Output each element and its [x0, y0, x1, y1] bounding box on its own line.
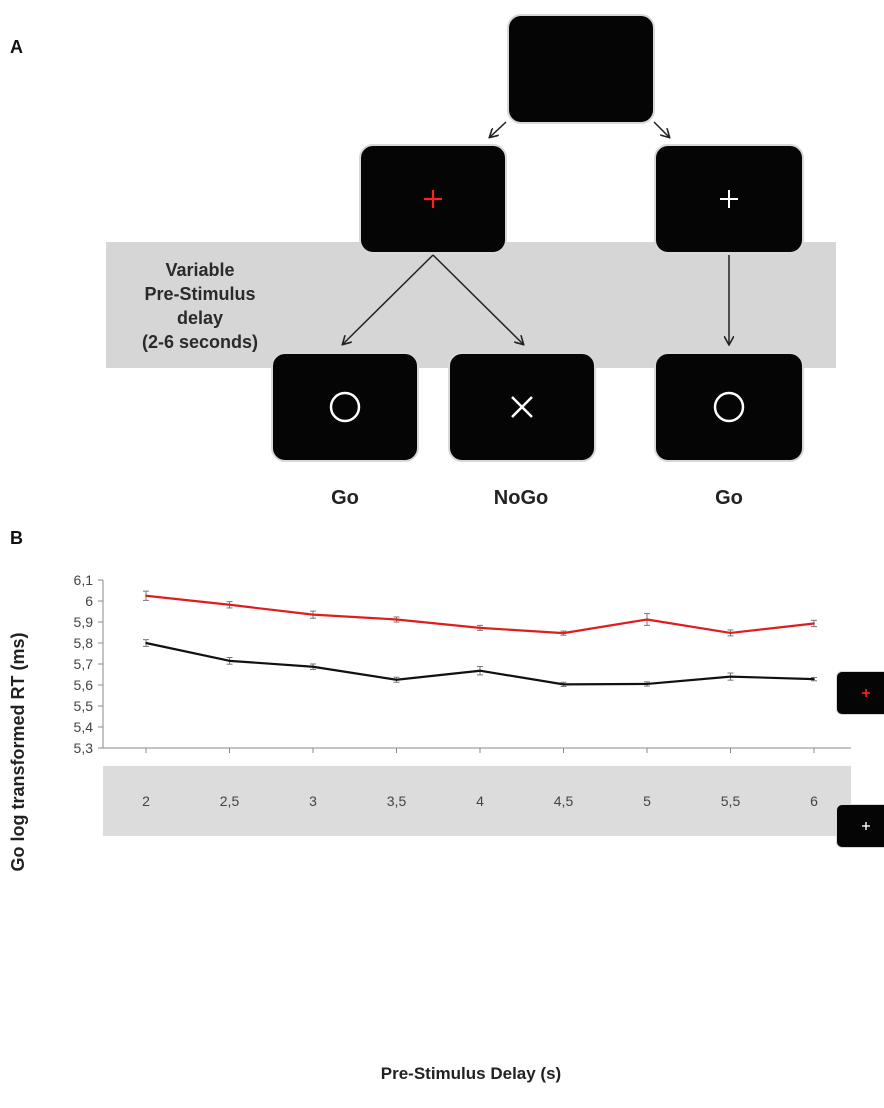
- circle-icon: [713, 391, 745, 423]
- x-axis-label: Pre-Stimulus Delay (s): [381, 1064, 561, 1083]
- white-fixation-cross-icon: [862, 822, 870, 830]
- white-cross-screen: [654, 144, 804, 254]
- x-tick-label: 2: [142, 793, 150, 809]
- data-point: [646, 618, 648, 621]
- data-point: [813, 622, 815, 625]
- x-tick-label: 2,5: [220, 793, 240, 809]
- data-point: [479, 627, 481, 629]
- y-axis-label: Go log transformed RT (ms): [8, 632, 28, 871]
- y-tick-label: 5,3: [74, 740, 94, 756]
- series-0: [143, 590, 817, 637]
- data-point: [562, 683, 565, 686]
- delay-text-line-2: Pre-Stimulus: [144, 284, 256, 304]
- delay-text-line-4: (2-6 seconds): [141, 332, 259, 352]
- data-point: [646, 683, 648, 685]
- data-point: [479, 669, 481, 672]
- data-point: [395, 678, 398, 681]
- panel-a-label: A: [10, 37, 23, 57]
- white-fixation-cross-icon: [720, 190, 738, 208]
- y-tick-label: 6: [85, 593, 93, 609]
- series-1: [143, 639, 817, 687]
- go-screen-right: [654, 352, 804, 462]
- x-tick-label: 6: [810, 793, 818, 809]
- legend-red-cross-screen: [836, 671, 884, 715]
- x-tick-label: 4: [476, 793, 484, 809]
- x-tick-label: 3: [309, 793, 317, 809]
- data-point: [145, 642, 147, 644]
- x-tick-label: 5,5: [721, 793, 741, 809]
- data-point: [145, 594, 147, 597]
- x-icon: [511, 396, 533, 418]
- x-tick-label: 5: [643, 793, 651, 809]
- red-fixation-cross-icon: [862, 689, 870, 697]
- data-point: [312, 613, 314, 616]
- data-point: [228, 603, 231, 606]
- y-tick-label: 5,4: [74, 719, 94, 735]
- y-tick-label: 5,8: [74, 635, 94, 651]
- y-tick-label: 5,9: [74, 614, 94, 630]
- go-label-right: Go: [715, 487, 743, 509]
- y-tick-label: 6,1: [74, 572, 94, 588]
- data-point: [228, 660, 231, 662]
- x-axis-band: [103, 766, 851, 836]
- red-cross-screen: [359, 144, 507, 254]
- delay-text: Variable Pre-Stimulus delay (2-6 seconds…: [110, 258, 290, 354]
- series-line: [145, 641, 815, 686]
- x-tick-label: 3,5: [387, 793, 407, 809]
- blank-screen: [507, 14, 655, 124]
- delay-text-line-3: delay: [176, 308, 224, 328]
- y-tick-label: 5,7: [74, 656, 94, 672]
- x-tick-label: 4,5: [554, 793, 574, 809]
- data-point: [312, 665, 314, 668]
- delay-text-line-1: Variable: [165, 260, 235, 280]
- circle-icon: [329, 391, 361, 423]
- data-point: [729, 675, 732, 678]
- y-tick-label: 5,5: [74, 698, 94, 714]
- nogo-screen: [448, 352, 596, 462]
- y-tick-label: 5,6: [74, 677, 94, 693]
- data-point: [729, 632, 732, 634]
- nogo-label: NoGo: [493, 487, 549, 509]
- panel-b-label: B: [10, 528, 23, 548]
- red-fixation-cross-icon: [424, 190, 442, 208]
- data-point: [562, 632, 565, 634]
- data-point: [813, 678, 815, 680]
- go-screen-left: [271, 352, 419, 462]
- data-point: [395, 618, 398, 621]
- go-label-left: Go: [331, 487, 359, 509]
- legend-white-cross-screen: [836, 804, 884, 848]
